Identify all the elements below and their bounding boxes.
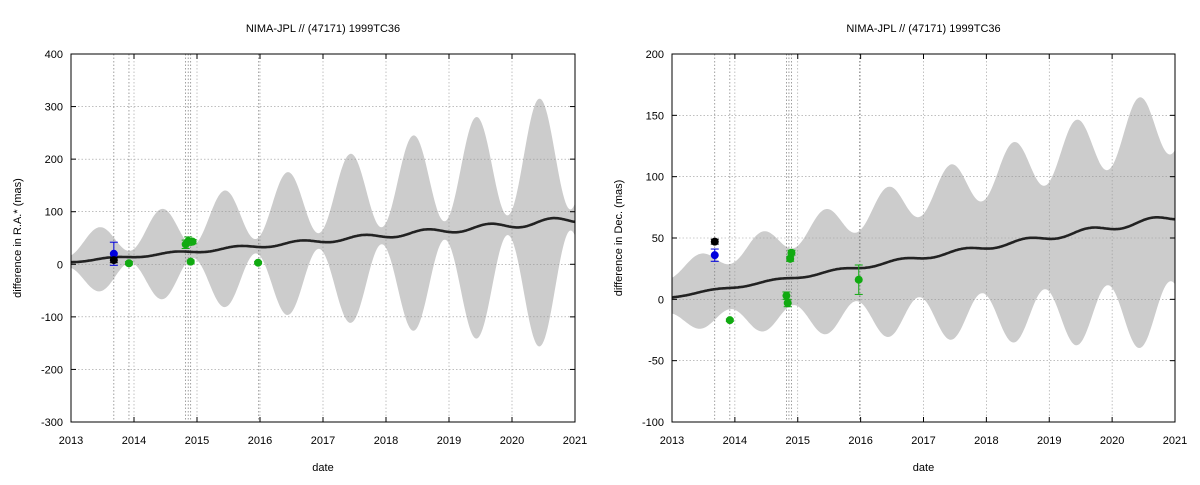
x-tick-label: 2021 — [563, 435, 587, 447]
x-tick-label: 2017 — [911, 435, 935, 447]
x-tick-label: 2014 — [122, 435, 146, 447]
y-tick-label: 100 — [45, 207, 63, 219]
observation-point — [186, 257, 195, 266]
model-line — [71, 216, 575, 264]
data-point — [254, 258, 263, 267]
data-point — [725, 316, 734, 325]
x-tick-label: 2019 — [1037, 435, 1061, 447]
x-tick-label: 2018 — [974, 435, 998, 447]
model-line — [672, 216, 1175, 299]
data-point — [783, 299, 792, 308]
observation-point — [787, 248, 796, 257]
x-tick-label: 2016 — [248, 435, 272, 447]
data-point — [109, 249, 118, 258]
observation-point — [710, 248, 719, 262]
data-point — [854, 275, 863, 284]
observation-point — [725, 316, 734, 325]
ra-panel: 2013 2014 2015 2016 2017 2018 2019 2020 2021 -300… — [12, 23, 587, 474]
x-tick-label: 2015 — [185, 435, 209, 447]
uncertainty-band — [71, 98, 575, 347]
y-tick-label: -50 — [648, 356, 664, 368]
x-tick-label: 2015 — [786, 435, 810, 447]
x-tick-label: 2017 — [311, 435, 335, 447]
observation-point — [254, 258, 263, 267]
x-tick-label: 2014 — [723, 435, 747, 447]
y-tick-label: -100 — [642, 417, 664, 429]
chart-title: NIMA-JPL // (47171) 1999TC36 — [846, 23, 1000, 35]
y-tick-label: -100 — [41, 312, 63, 324]
x-tick-label: 2013 — [59, 435, 83, 447]
data-point — [186, 257, 195, 266]
data-point — [787, 248, 796, 257]
y-tick-label: -300 — [41, 417, 63, 429]
x-tick-label: 2019 — [437, 435, 461, 447]
y-tick-label: 100 — [646, 172, 664, 184]
dec-panel: 2013 2014 2015 2016 2017 2018 2019 2020 2021 -100… — [613, 23, 1187, 474]
y-tick-label: 200 — [45, 154, 63, 166]
observation-point — [124, 259, 133, 268]
y-tick-label: 200 — [646, 49, 664, 61]
data-point — [188, 237, 197, 246]
y-tick-label: 0 — [658, 294, 664, 306]
observation-point — [783, 298, 792, 308]
data-point — [710, 237, 719, 246]
y-tick-label: 300 — [45, 102, 63, 114]
x-axis-label: date — [312, 462, 333, 474]
y-axis-label: difference in R.A.* (mas) — [12, 178, 24, 298]
x-tick-label: 2016 — [848, 435, 872, 447]
observation-point — [782, 291, 791, 300]
observation-point — [710, 237, 719, 246]
y-tick-label: 0 — [57, 259, 63, 271]
data-point — [786, 254, 795, 263]
observation-point — [109, 256, 118, 265]
data-point — [710, 251, 719, 260]
y-axis-label: difference in Dec. (mas) — [613, 180, 625, 297]
x-tick-label: 2020 — [500, 435, 524, 447]
x-tick-label: 2018 — [374, 435, 398, 447]
data-point — [782, 291, 791, 300]
data-point — [109, 256, 118, 265]
chart-title: NIMA-JPL // (47171) 1999TC36 — [246, 23, 400, 35]
observation-point — [188, 237, 197, 246]
x-tick-label: 2021 — [1163, 435, 1187, 447]
y-tick-label: -200 — [41, 364, 63, 376]
x-tick-label: 2013 — [660, 435, 684, 447]
data-point — [124, 259, 133, 268]
y-tick-label: 150 — [646, 110, 664, 122]
observation-point — [854, 264, 863, 295]
x-tick-label: 2020 — [1100, 435, 1124, 447]
y-tick-label: 50 — [652, 233, 664, 245]
x-axis-label: date — [913, 462, 934, 474]
y-tick-label: 400 — [45, 49, 63, 61]
